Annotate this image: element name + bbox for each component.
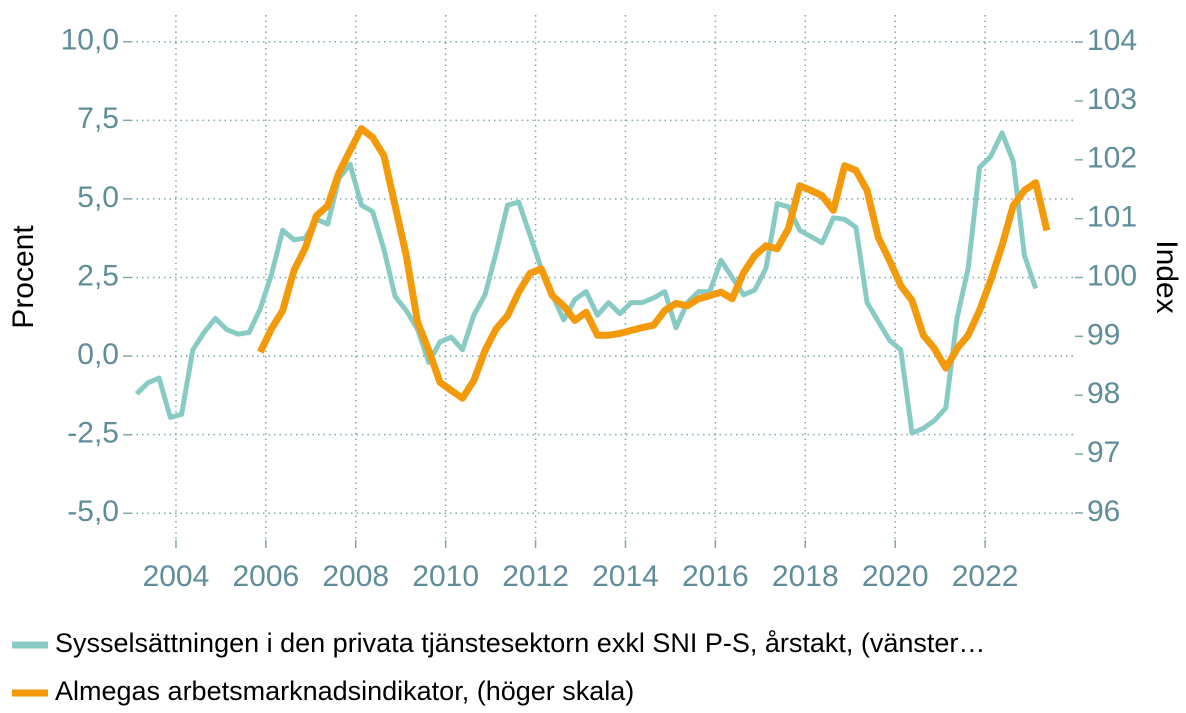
y-tick-label: -5,0 (67, 495, 119, 528)
x-tick-label: 2014 (592, 560, 659, 593)
y-tick-label: 5,0 (77, 181, 119, 214)
line-series (134, 130, 1039, 436)
y2-tick-label: 100 (1087, 259, 1137, 292)
y2-tick-label: 97 (1087, 436, 1120, 469)
y2-axis-label: Index (1150, 240, 1183, 313)
x-tick-label: 2020 (862, 560, 929, 593)
y2-tick-label: 102 (1087, 142, 1137, 175)
x-tick-label: 2008 (322, 560, 389, 593)
y-tick-label: -2,5 (67, 417, 119, 450)
y2-tick-label: 103 (1087, 83, 1137, 116)
x-tick-label: 2004 (143, 560, 210, 593)
x-tick-label: 2022 (952, 560, 1019, 593)
legend-label: Sysselsättningen i den privata tjänstese… (55, 628, 985, 658)
y-axis-label: Procent (7, 225, 40, 329)
y2-tick-label: 99 (1087, 318, 1120, 351)
x-tick-label: 2006 (232, 560, 299, 593)
x-tick-label: 2016 (682, 560, 749, 593)
x-tick-label: 2018 (772, 560, 839, 593)
y2-tick-label: 101 (1087, 201, 1137, 234)
y-tick-label: 0,0 (77, 338, 119, 371)
line-series (257, 125, 1051, 402)
y2-tick-label: 104 (1087, 24, 1137, 57)
y-tick-label: 2,5 (77, 259, 119, 292)
y-tick-label: 7,5 (77, 102, 119, 135)
y2-tick-label: 96 (1087, 495, 1120, 528)
y-tick-label: 10,0 (61, 24, 119, 57)
y2-tick-label: 98 (1087, 377, 1120, 410)
x-tick-label: 2010 (412, 560, 479, 593)
x-tick-label: 2012 (502, 560, 569, 593)
legend-label: Almegas arbetsmarknadsindikator, (höger … (55, 676, 634, 706)
